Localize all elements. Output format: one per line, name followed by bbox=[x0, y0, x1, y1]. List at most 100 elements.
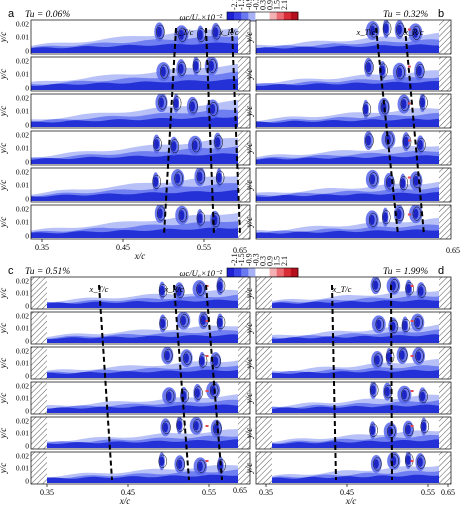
vortex-core bbox=[413, 208, 419, 219]
vorticity-field bbox=[256, 57, 439, 90]
y-tick-label: 0.01 bbox=[16, 324, 29, 333]
vorticity-field bbox=[31, 132, 238, 164]
vortex-contour bbox=[197, 459, 206, 473]
positive-vorticity-mark bbox=[205, 320, 209, 322]
y-tick-label: 0.02 bbox=[16, 452, 29, 461]
vortex-contour bbox=[382, 210, 391, 225]
hatched-region bbox=[439, 347, 451, 379]
vorticity-field bbox=[272, 347, 439, 378]
vorticity-core bbox=[47, 369, 238, 378]
vortex-core bbox=[159, 456, 165, 467]
subplot-frame bbox=[255, 204, 452, 240]
dashed-trend-line bbox=[205, 27, 215, 236]
y-tick-label: 0.02 bbox=[16, 205, 29, 214]
vorticity-core bbox=[272, 404, 439, 413]
vortex-core bbox=[401, 98, 407, 110]
subplot-row: y/c bbox=[244, 276, 452, 310]
y-axis-label: y/c bbox=[244, 288, 254, 300]
subplot-frame bbox=[30, 19, 251, 55]
vortex-core bbox=[160, 66, 166, 77]
vortex-core bbox=[183, 353, 189, 363]
vortex-contour bbox=[180, 389, 190, 403]
y-axis-label: y/c bbox=[244, 358, 254, 370]
vortex-contour bbox=[208, 58, 217, 73]
vortex-contour bbox=[158, 283, 168, 298]
y-tick-label: 0 bbox=[25, 407, 29, 416]
hatched-region bbox=[238, 131, 250, 165]
y-axis-label: y/c bbox=[244, 323, 254, 335]
marker-label: x_T/c bbox=[174, 27, 194, 37]
dashed-trend-line bbox=[205, 284, 223, 481]
vortex-core bbox=[217, 281, 223, 291]
hatched-region bbox=[238, 57, 250, 91]
vortex-contour bbox=[192, 58, 202, 73]
vortex-contour bbox=[372, 278, 381, 292]
vortex-contour bbox=[385, 350, 395, 364]
hatched-region bbox=[238, 452, 250, 484]
colorbar-tick-label: -0.9 bbox=[244, 0, 253, 10]
hatched-region bbox=[238, 20, 250, 54]
vorticity-core bbox=[256, 81, 439, 90]
colorbar-tick-label: 2.1 bbox=[280, 0, 289, 10]
vorticity-core bbox=[272, 299, 439, 308]
colorbar-tick-label: 2.1 bbox=[280, 256, 289, 266]
positive-vorticity-mark bbox=[410, 390, 414, 392]
vorticity-field bbox=[31, 57, 238, 90]
subplot-row: 0.02 0.01 0 y/c bbox=[0, 452, 251, 486]
vortex-contour bbox=[193, 419, 202, 433]
y-tick-label: 0 bbox=[25, 232, 29, 241]
hatched-region bbox=[31, 312, 47, 344]
y-tick-label: 0.01 bbox=[16, 218, 29, 227]
vorticity-field bbox=[31, 205, 238, 238]
colorbar-swatch bbox=[290, 12, 299, 21]
x-tick-label: 0.55 bbox=[202, 488, 216, 497]
vortex-contour bbox=[183, 351, 192, 365]
subplot-frame bbox=[255, 276, 452, 310]
vortex-contour bbox=[212, 25, 222, 40]
vortex-core bbox=[196, 284, 202, 294]
vortex-contour bbox=[153, 137, 162, 152]
colorbar-tick-label: 0.3 bbox=[259, 256, 268, 266]
hatched-region bbox=[439, 205, 451, 239]
vortex-contour bbox=[178, 208, 188, 223]
y-tick-label: 0 bbox=[25, 84, 29, 93]
colorbar-swatch bbox=[255, 12, 263, 21]
vortex-core bbox=[163, 422, 169, 433]
panel-a: 0.020.010y/c0.020.010y/c0.020.010y/c0.02… bbox=[0, 8, 251, 261]
y-tick-label: 0.01 bbox=[16, 429, 29, 438]
vorticity-core bbox=[47, 404, 238, 413]
turbulence-intensity: Tu = 0.06% bbox=[25, 10, 70, 20]
vortex-contour bbox=[211, 213, 221, 228]
vortex-contour bbox=[170, 139, 180, 154]
colorbar-tick-label: 0.9 bbox=[266, 0, 275, 10]
vortex-core bbox=[420, 391, 426, 402]
marker-label: x_T/c bbox=[332, 284, 352, 294]
y-tick-label: 0.01 bbox=[16, 359, 29, 368]
positive-vorticity-mark bbox=[407, 65, 411, 68]
vorticity-core bbox=[47, 474, 238, 483]
vortex-core bbox=[369, 214, 375, 226]
vortex-contour bbox=[177, 61, 187, 76]
vortex-core bbox=[417, 139, 423, 151]
vortex-contour bbox=[180, 313, 189, 328]
vortex-contour bbox=[197, 27, 206, 43]
vorticity-field bbox=[47, 382, 238, 413]
x-tick-label: 0.35 bbox=[40, 488, 54, 497]
vortex-core bbox=[192, 140, 198, 151]
vortex-core bbox=[158, 97, 164, 108]
vortex-core bbox=[370, 425, 376, 436]
colorbar-swatch bbox=[269, 12, 277, 21]
colorbar-swatch bbox=[276, 12, 285, 21]
y-axis-label: y/c bbox=[0, 106, 8, 118]
colorbar-tick-label: 0.9 bbox=[266, 256, 275, 266]
vortex-core bbox=[213, 356, 219, 366]
colorbar-swatch bbox=[241, 268, 249, 277]
vortex-core bbox=[179, 210, 185, 221]
vorticity-core bbox=[31, 79, 238, 90]
vorticity-field bbox=[31, 94, 238, 127]
vortex-core bbox=[156, 26, 162, 37]
vortex-contour bbox=[385, 175, 395, 190]
hatched-region bbox=[238, 277, 250, 309]
positive-vorticity-mark bbox=[410, 320, 414, 322]
vortex-core bbox=[189, 101, 195, 112]
